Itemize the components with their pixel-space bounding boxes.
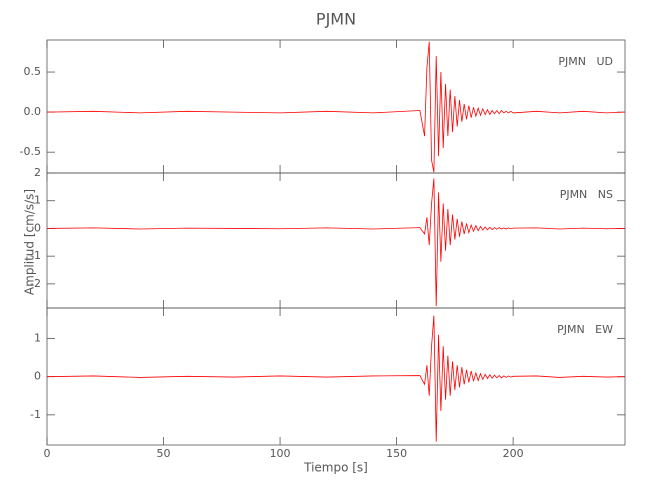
trace-label: PJMN NS: [560, 188, 613, 201]
x-tick-label: 150: [386, 447, 407, 460]
y-tick-label: -2: [30, 277, 41, 290]
y-tick-label: 1: [34, 194, 41, 207]
y-tick-label: 0.5: [24, 65, 42, 78]
y-tick-label: 0: [34, 370, 41, 383]
y-tick-label: -1: [30, 408, 41, 421]
x-tick-label: 200: [503, 447, 524, 460]
trace-label: PJMN EW: [557, 323, 613, 336]
y-axis-label: Amplitud [cm/s/s]: [23, 189, 37, 295]
y-tick-label: -0.5: [20, 145, 41, 158]
y-tick-label: 2: [34, 166, 41, 179]
panel-frame: [46, 172, 626, 309]
waveform: [46, 41, 626, 173]
y-tick-label: 0: [34, 221, 41, 234]
x-tick-label: 100: [270, 447, 291, 460]
x-tick-label: 50: [157, 447, 171, 460]
x-axis-label: Tiempo [s]: [303, 461, 368, 475]
waveform: [46, 178, 626, 307]
y-tick-label: 1: [34, 332, 41, 345]
y-tick-label: 0.0: [24, 105, 42, 118]
chart-title: PJMN: [316, 10, 356, 29]
y-tick-label: -1: [30, 249, 41, 262]
panel-frame: [46, 39, 626, 174]
trace-label: PJMN UD: [558, 55, 613, 68]
x-tick-label: 0: [44, 447, 51, 460]
waveform: [46, 315, 626, 442]
